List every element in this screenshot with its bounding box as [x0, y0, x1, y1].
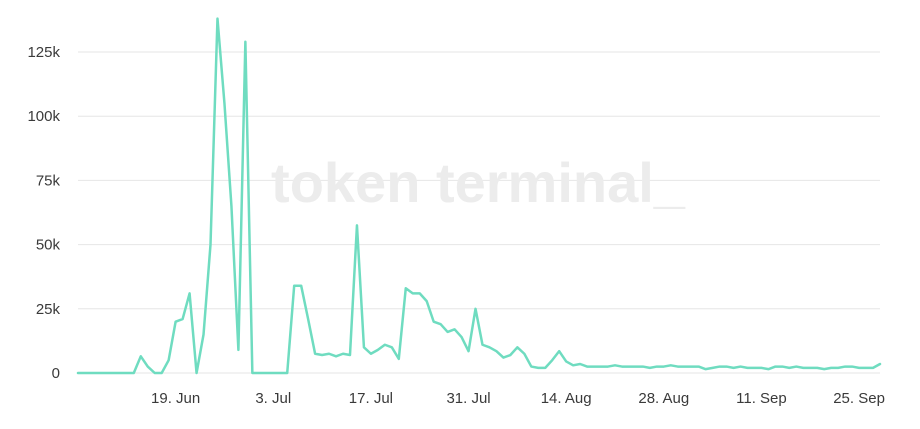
x-tick-label: 25. Sep [833, 390, 885, 407]
y-tick-label: 125k [27, 44, 60, 61]
series-layer [76, 17, 882, 375]
series-line [76, 17, 882, 375]
x-axis: 19. Jun 3. Jul 17. Jul 31. Jul 14. Aug 28. Au… [151, 390, 885, 407]
x-tick-label: 17. Jul [349, 390, 393, 407]
y-tick-label: 0 [52, 365, 60, 382]
x-tick-label: 19. Jun [151, 390, 200, 407]
y-tick-label: 100k [27, 108, 60, 125]
x-tick-label: 11. Sep [736, 390, 787, 407]
x-tick-label: 31. Jul [446, 390, 490, 407]
x-tick-label: 3. Jul [255, 390, 291, 407]
y-tick-label: 75k [36, 172, 61, 189]
x-tick-label: 28. Aug [638, 390, 689, 407]
y-tick-label: 50k [36, 237, 61, 254]
y-axis: 0 25k 50k 75k 100k 125k [27, 44, 60, 382]
y-tick-label: 25k [36, 301, 61, 318]
x-tick-label: 14. Aug [541, 390, 592, 407]
watermark-text: token terminal_ [271, 151, 686, 214]
